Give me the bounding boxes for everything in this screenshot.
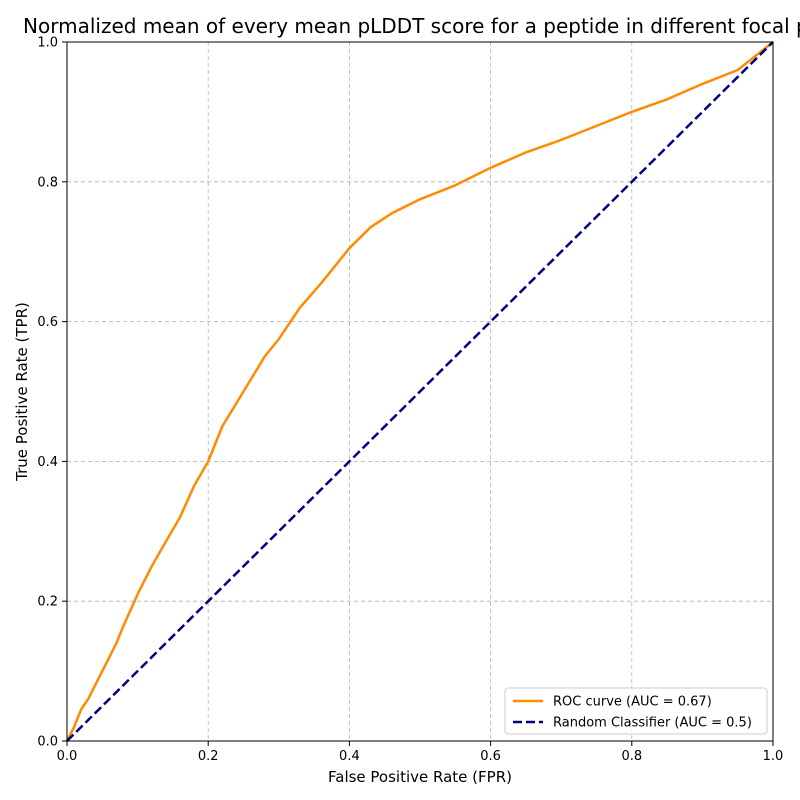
y-tick-label: 0.2 [37, 595, 58, 610]
x-tick-label: 1.0 [763, 749, 784, 764]
y-tick-label: 0.4 [37, 455, 58, 470]
x-tick-label: 0.4 [339, 749, 360, 764]
y-tick-label: 0.0 [37, 735, 58, 750]
x-tick-label: 0.2 [198, 749, 219, 764]
roc-curve-line [65, 41, 774, 742]
x-axis-label: False Positive Rate (FPR) [328, 768, 512, 786]
chart-title: Normalized mean of every mean pLDDT scor… [23, 14, 800, 38]
legend: ROC curve (AUC = 0.67) Random Classifier … [504, 687, 768, 735]
legend-box [504, 687, 768, 735]
y-tick-label: 0.8 [37, 175, 58, 190]
plot-frame [66, 41, 774, 742]
legend-label: ROC curve (AUC = 0.67) [553, 695, 712, 710]
x-tick-label: 0.6 [480, 749, 501, 764]
y-tick-label: 0.6 [37, 315, 58, 330]
y-tick-label: 1.0 [37, 36, 58, 51]
legend-label: Random Classifier (AUC = 0.5) [553, 716, 752, 731]
x-tick-label: 0.8 [621, 749, 642, 764]
random-classifier-line [66, 41, 774, 742]
axis-ticks: 0.0 0.2 0.4 0.6 0.8 1.0 0.0 0.2 0.4 0.6 0.8 1.0 [37, 36, 783, 765]
series-layer [65, 41, 774, 742]
x-tick-label: 0.0 [57, 749, 78, 764]
y-axis-label: True Positive Rate (TPR) [13, 302, 31, 482]
